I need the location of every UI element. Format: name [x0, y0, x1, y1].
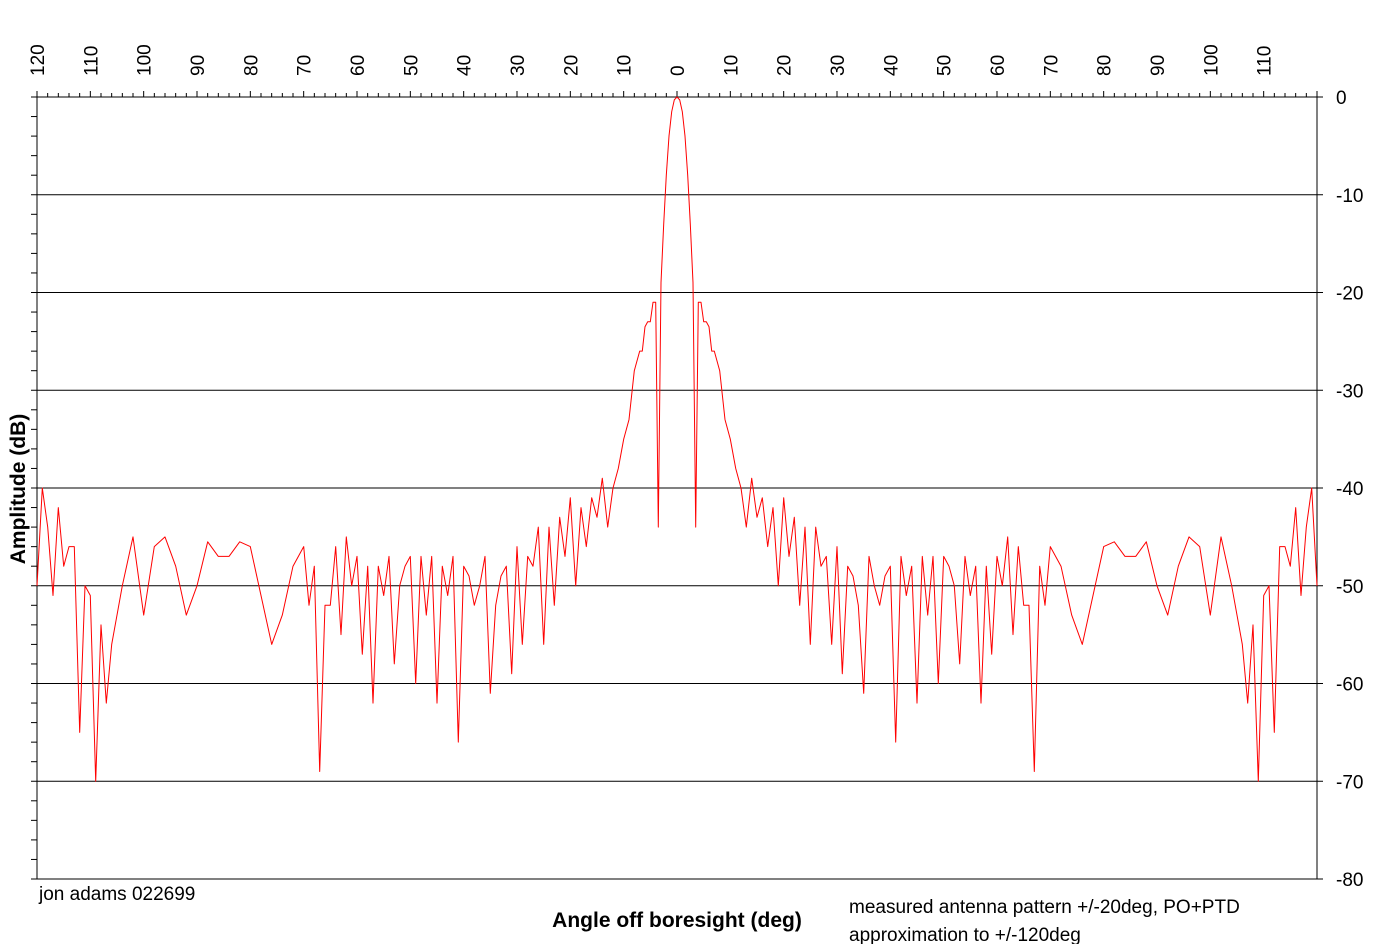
x-tick-label: 50: [935, 55, 956, 76]
author-note: jon adams 022699: [38, 884, 195, 905]
x-tick-label: 40: [455, 55, 476, 76]
series-line: [36, 96, 1318, 782]
x-tick-label: 80: [241, 55, 262, 76]
x-tick-label: 110: [1255, 46, 1276, 76]
y-tick-label: -40: [1336, 479, 1363, 500]
x-tick-label: 0: [668, 65, 689, 76]
y-tick-label: -70: [1336, 772, 1363, 793]
x-axis-title: Angle off boresight (deg): [552, 909, 802, 932]
y-tick-label: -10: [1336, 186, 1363, 207]
method-note-line-2: approximation to +/-120deg: [849, 925, 1081, 944]
x-tick-label: 90: [1148, 55, 1169, 76]
x-tick-label: 100: [1201, 44, 1222, 76]
y-tick-label: 0: [1336, 88, 1347, 109]
y-tick-label: -50: [1336, 577, 1363, 598]
x-tick-label: 30: [828, 55, 849, 76]
x-tick-label: 20: [775, 55, 796, 76]
x-tick-label: 50: [401, 55, 422, 76]
x-tick-label: 10: [721, 55, 742, 76]
x-tick-label: 60: [988, 55, 1009, 76]
x-tick-label: 70: [1041, 55, 1062, 76]
series-layer: [36, 96, 1318, 782]
x-axis-ticks: 120 110 100 90 80 70 60 50 40 30 20 10 0 10 20 30 40 50 60…: [28, 44, 1318, 97]
x-tick-label: 30: [508, 55, 529, 76]
y-tick-label: -20: [1336, 284, 1363, 305]
method-note-line-1: measured antenna pattern +/-20deg, PO+PT…: [849, 897, 1240, 918]
grid-lines: [37, 194, 1317, 782]
x-tick-label: 90: [188, 55, 209, 76]
x-tick-label: 80: [1095, 55, 1116, 76]
y-tick-label: -30: [1336, 381, 1363, 402]
x-tick-label: 40: [881, 55, 902, 76]
x-tick-label: 100: [135, 44, 156, 76]
x-tick-label: 10: [615, 55, 636, 76]
y-axis-title: Amplitude (dB): [7, 414, 30, 564]
x-tick-label: 60: [348, 55, 369, 76]
x-tick-label: 70: [295, 55, 316, 76]
x-tick-label: 20: [561, 55, 582, 76]
x-tick-label: 120: [28, 44, 49, 76]
y-axis-ticks: 0 -10 -20 -30 -40 -50 -60 -70 -80: [31, 88, 1363, 891]
y-tick-label: -80: [1336, 870, 1363, 891]
y-tick-label: -60: [1336, 675, 1363, 696]
x-tick-label: 110: [81, 46, 102, 76]
